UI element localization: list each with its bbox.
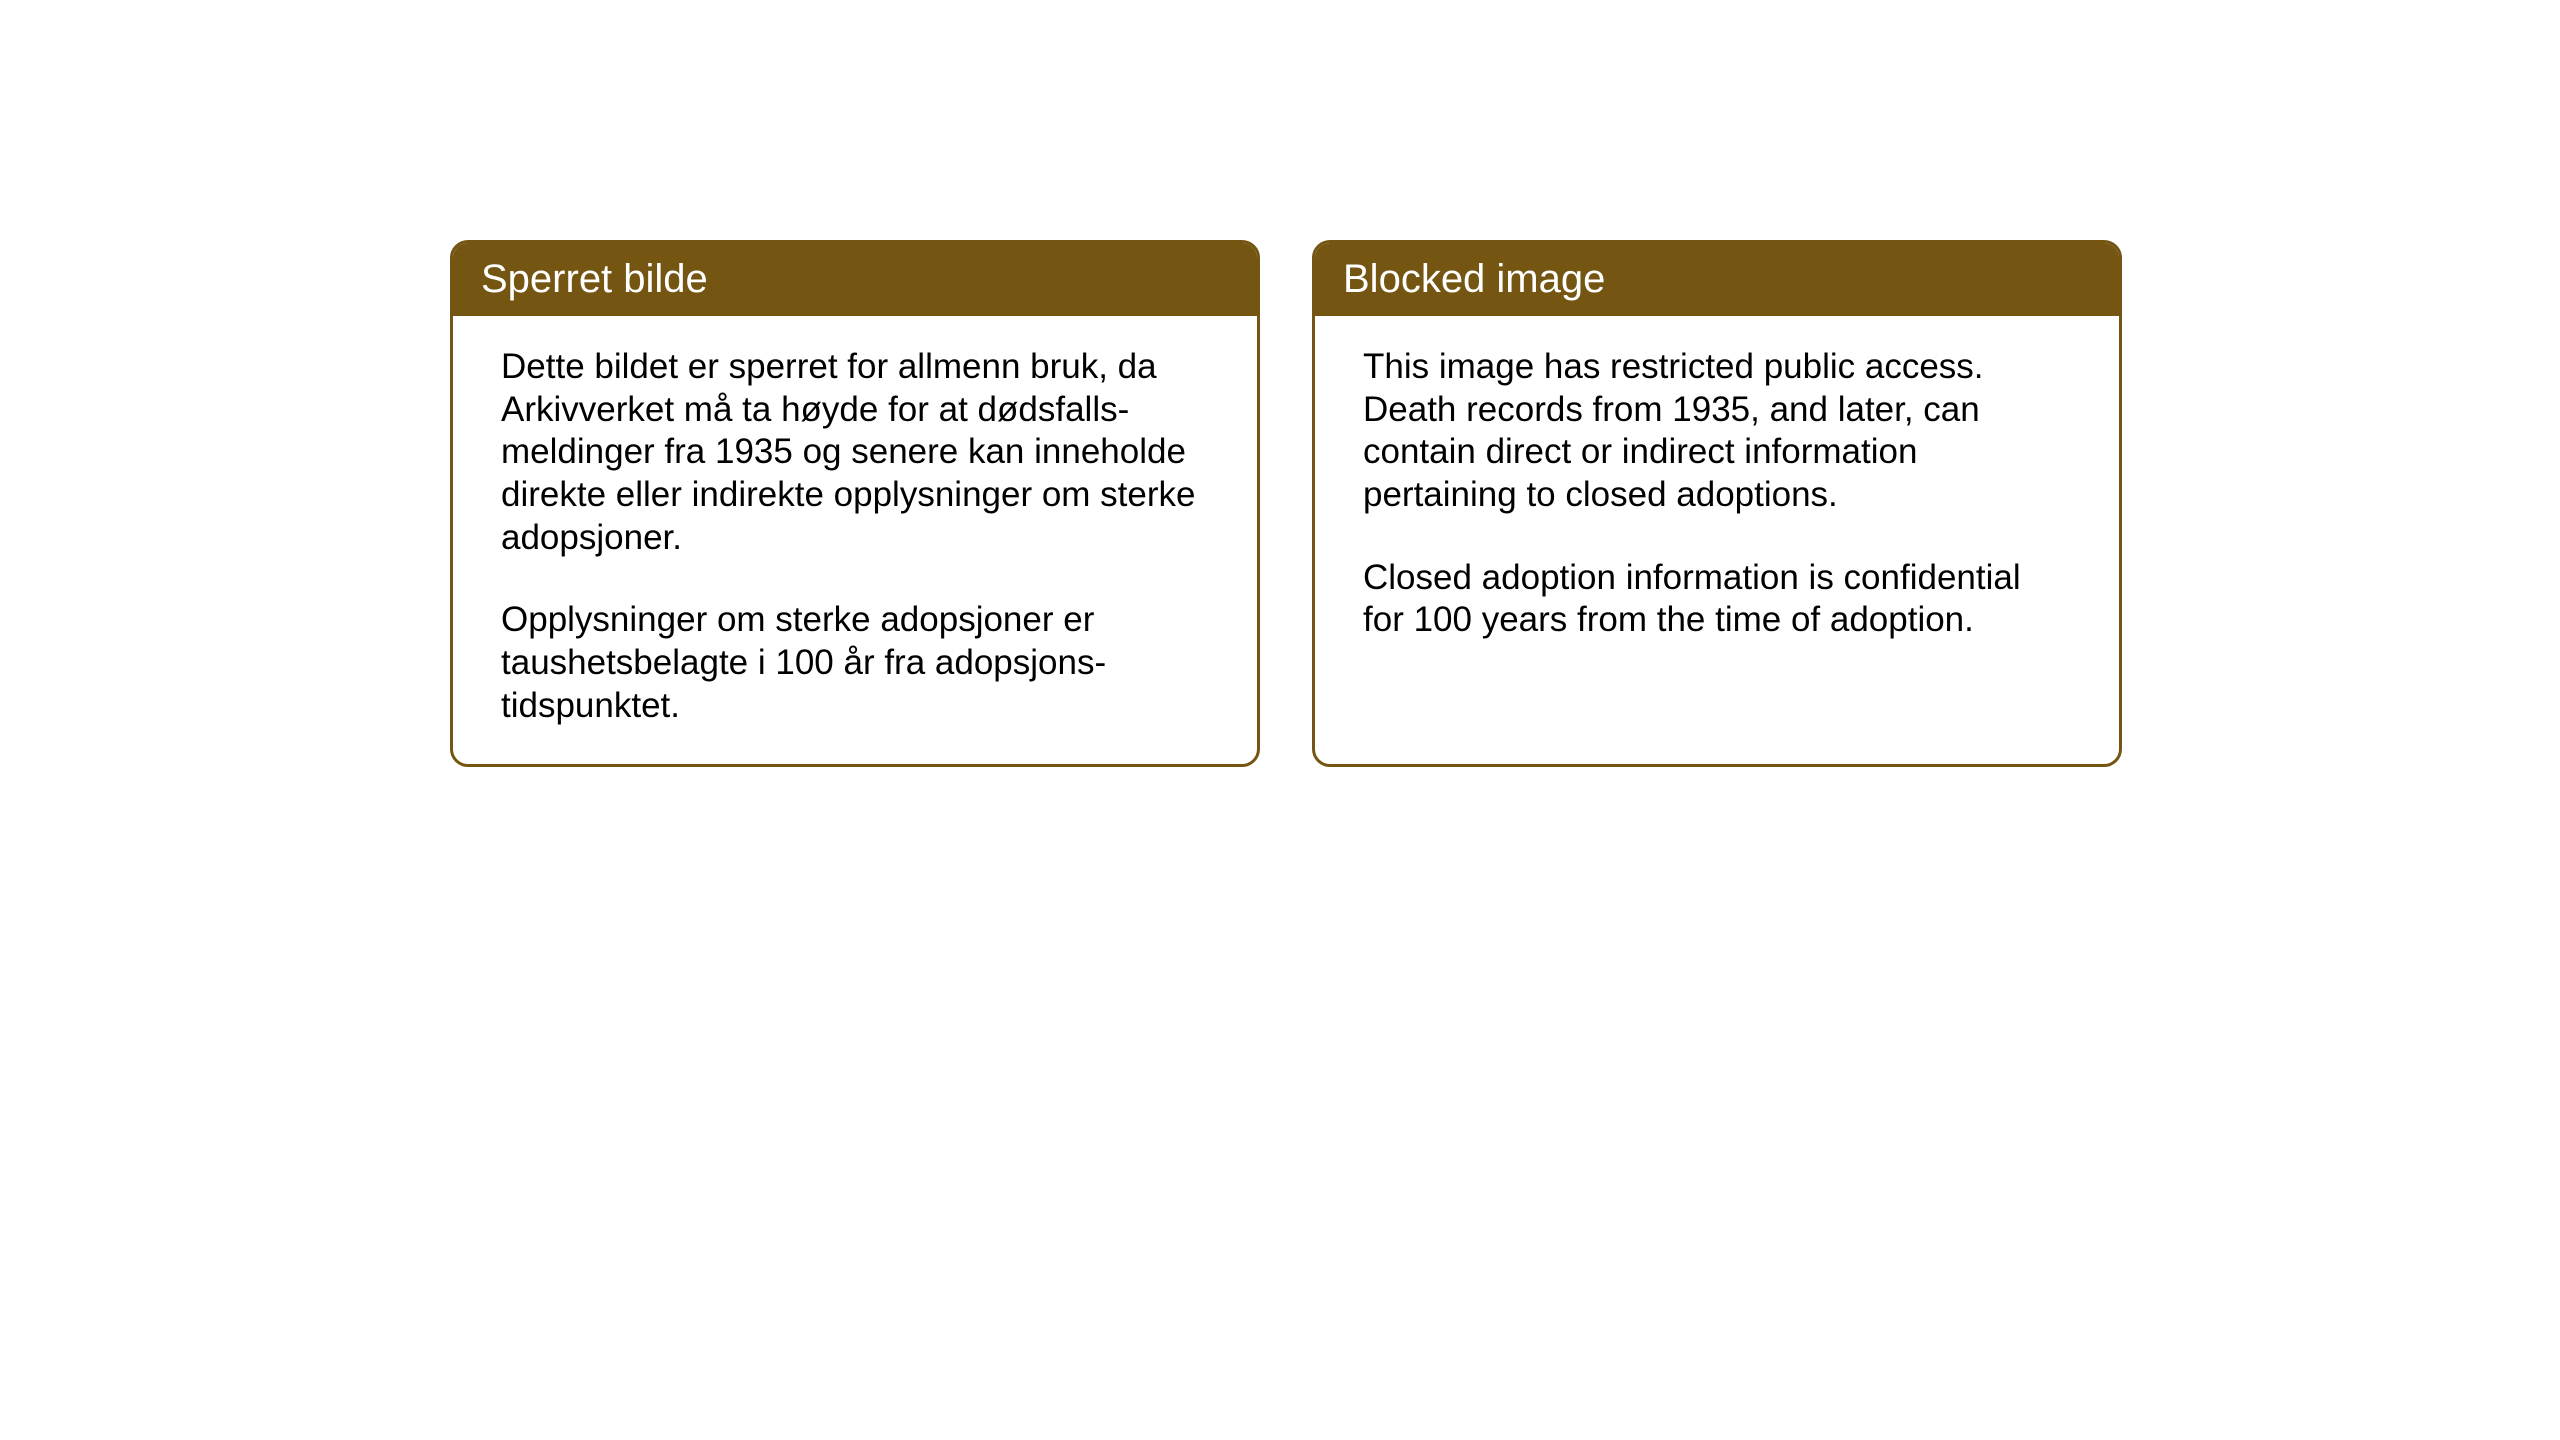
card-paragraph-2-english: Closed adoption information is confident… [1363, 557, 2071, 642]
notice-card-english: Blocked image This image has restricted … [1312, 240, 2122, 767]
card-body-english: This image has restricted public access.… [1315, 316, 2119, 746]
card-header-norwegian: Sperret bilde [453, 243, 1257, 316]
card-body-norwegian: Dette bildet er sperret for allmenn bruk… [453, 316, 1257, 764]
notice-container: Sperret bilde Dette bildet er sperret fo… [450, 240, 2122, 767]
card-paragraph-1-english: This image has restricted public access.… [1363, 346, 2071, 517]
notice-card-norwegian: Sperret bilde Dette bildet er sperret fo… [450, 240, 1260, 767]
card-title-norwegian: Sperret bilde [481, 257, 708, 301]
card-paragraph-2-norwegian: Opplysninger om sterke adopsjoner er tau… [501, 599, 1209, 727]
card-paragraph-1-norwegian: Dette bildet er sperret for allmenn bruk… [501, 346, 1209, 559]
card-title-english: Blocked image [1343, 257, 1605, 301]
card-header-english: Blocked image [1315, 243, 2119, 316]
